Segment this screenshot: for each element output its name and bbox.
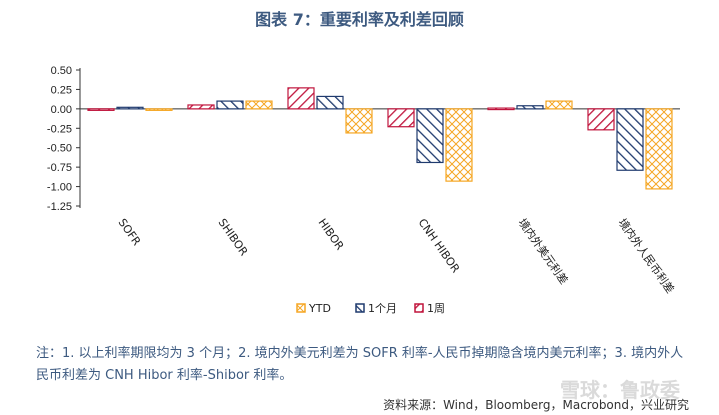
x-tick-label: 境内外人民币利差 <box>616 216 678 296</box>
bar-1个月-SOFR <box>116 106 144 110</box>
footnote: 注：1. 以上利率期限均为 3 个月；2. 境内外美元利差为 SOFR 利率-人… <box>36 346 684 383</box>
x-tick-label: CNH HIBOR <box>416 216 463 275</box>
bar-1周-境内外人民币利差 <box>587 108 615 131</box>
legend-swatch <box>355 303 365 313</box>
chart-title: 图表 7：重要利率及利差回顾 <box>255 10 464 29</box>
y-tick-label: 0.25 <box>51 84 72 96</box>
bar-chart: 0.50 0.25 0.00 -0.25 -0.50 -0.75 -1.00 -1.25 SO… <box>47 65 680 315</box>
bar-YTD-SHIBOR <box>245 100 273 110</box>
bar-1个月-境内外人民币利差 <box>616 108 644 171</box>
bar-YTD-HIBOR <box>345 108 373 134</box>
bar-1个月-境内外美元利差 <box>516 105 544 110</box>
legend-swatch <box>414 303 424 313</box>
bar-YTD-境内外美元利差 <box>545 100 573 110</box>
bar-YTD-CNH HIBOR <box>445 108 473 182</box>
watermark: 雪球：鲁政委 <box>560 378 680 402</box>
legend-label: 1周 <box>427 302 445 315</box>
bar-1周-HIBOR <box>287 87 315 110</box>
source-text: 资料来源：Wind，Bloomberg，Macrobond，兴业研究 <box>383 398 689 412</box>
bar-1个月-HIBOR <box>316 95 344 110</box>
legend-label: YTD <box>308 302 331 315</box>
bar-1周-CNH HIBOR <box>387 108 415 128</box>
bar-1周-境内外美元利差 <box>487 107 515 111</box>
y-tick-label: -0.75 <box>47 162 72 174</box>
bar-YTD-境内外人民币利差 <box>645 108 673 190</box>
legend: YTD 1个月 1周 <box>296 302 445 315</box>
x-axis: SOFR SHIBOR HIBOR CNH HIBOR 境内外美元利差 境内外人民币利差 <box>116 216 678 296</box>
bar-1个月-SHIBOR <box>216 100 244 110</box>
bar-1周-SOFR <box>87 108 115 111</box>
bar-YTD-SOFR <box>145 108 173 111</box>
legend-swatch <box>296 303 306 313</box>
x-tick-label: HIBOR <box>316 216 347 253</box>
y-tick-label: 0.50 <box>51 65 72 77</box>
x-tick-label: SOFR <box>116 216 144 248</box>
y-tick-label: 0.00 <box>51 104 72 116</box>
y-tick-label: -0.25 <box>47 123 72 135</box>
legend-label: 1个月 <box>368 302 397 315</box>
x-tick-label: SHIBOR <box>216 216 251 258</box>
x-tick-label: 境内外美元利差 <box>516 216 572 287</box>
bar-1周-SHIBOR <box>187 104 215 110</box>
bars <box>87 87 673 190</box>
y-tick-label: -1.25 <box>47 201 72 213</box>
y-axis: 0.50 0.25 0.00 -0.25 -0.50 -0.75 -1.00 -1.25 <box>47 65 680 213</box>
y-tick-label: -1.00 <box>47 182 72 194</box>
y-tick-label: -0.50 <box>47 143 72 155</box>
bar-1个月-CNH HIBOR <box>416 108 444 164</box>
